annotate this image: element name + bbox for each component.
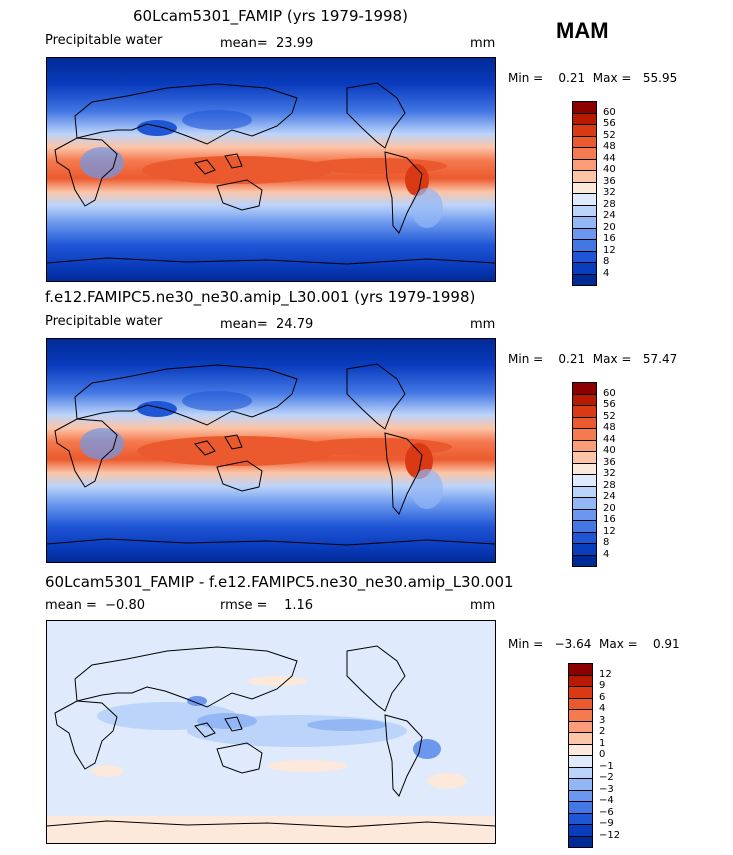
colorbar-label: 16 xyxy=(603,514,616,525)
colorbar-label: 28 xyxy=(603,479,616,491)
colorbar-label: 4 xyxy=(603,267,610,279)
colorbar-label: 0 xyxy=(599,749,606,760)
colorbar-label: 60 xyxy=(603,106,616,118)
panel-3-mean-label: mean = −0.80 xyxy=(45,598,145,613)
colorbar-label: 52 xyxy=(603,410,616,422)
panel-1-title: 60Lcam5301_FAMIP (yrs 1979-1998) xyxy=(133,7,408,25)
panel-2-map-svg xyxy=(47,339,495,562)
colorbar-label: 9 xyxy=(599,680,606,691)
colorbar-label: 8 xyxy=(603,256,610,267)
colorbar-label: 32 xyxy=(603,468,616,479)
colorbar-swatch xyxy=(572,273,597,286)
colorbar-label: 8 xyxy=(603,537,610,548)
colorbar-label: 3 xyxy=(599,714,606,726)
colorbar-label: −9 xyxy=(599,818,614,829)
colorbar-label: 4 xyxy=(599,703,606,714)
colorbar-label: 2 xyxy=(599,726,606,737)
colorbar-label: 16 xyxy=(603,233,616,244)
panel-3-rmse-label: rmse = 1.16 xyxy=(220,598,314,613)
colorbar-label: −12 xyxy=(599,829,621,841)
season-label: MAM xyxy=(556,18,609,43)
colorbar-label: 12 xyxy=(603,525,616,537)
colorbar-swatch xyxy=(568,835,593,848)
colorbar-label: −6 xyxy=(599,806,614,818)
panel-3-map xyxy=(46,620,496,844)
colorbar-label: 40 xyxy=(603,445,616,456)
colorbar-label: 48 xyxy=(603,422,616,433)
colorbar-label: −4 xyxy=(599,795,614,806)
panel-2-units-label: mm xyxy=(470,317,496,332)
colorbar-label: 40 xyxy=(603,164,616,175)
panel-1-map-svg xyxy=(47,58,495,281)
colorbar-label: 48 xyxy=(603,141,616,152)
colorbar-label: 60 xyxy=(603,387,616,399)
colorbar-label: 12 xyxy=(603,244,616,256)
panel-1-units-label: mm xyxy=(470,36,496,51)
panel-1-mean-label: mean= 23.99 xyxy=(220,36,314,51)
colorbar-label: 1 xyxy=(599,737,606,749)
panel-1-map xyxy=(46,57,496,282)
colorbar-label: 4 xyxy=(603,548,610,560)
colorbar-label: 24 xyxy=(603,491,616,502)
panel-2-field-label: Precipitable water xyxy=(45,314,163,329)
panel-3-title: 60Lcam5301_FAMIP - f.e12.FAMIPC5.ne30_ne… xyxy=(45,573,514,591)
colorbar-label: 32 xyxy=(603,187,616,198)
colorbar-label: 36 xyxy=(603,175,616,187)
colorbar-label: 56 xyxy=(603,399,616,410)
colorbar-label: 44 xyxy=(603,152,616,164)
colorbar-label: −3 xyxy=(599,783,614,795)
colorbar-label: 36 xyxy=(603,456,616,468)
panel-1-field-label: Precipitable water xyxy=(45,33,163,48)
panel-3-minmax: Min = −3.64 Max = 0.91 xyxy=(508,637,680,651)
colorbar-label: 24 xyxy=(603,210,616,221)
panel-3-map-svg xyxy=(47,621,495,843)
panel-1-minmax: Min = 0.21 Max = 55.95 xyxy=(508,71,678,85)
panel-2-map xyxy=(46,338,496,563)
panel-2-title: f.e12.FAMIPC5.ne30_ne30.amip_L30.001 (yr… xyxy=(45,288,476,306)
colorbar-label: 12 xyxy=(599,668,612,680)
colorbar-label: 20 xyxy=(603,221,616,233)
colorbar-label: 6 xyxy=(599,691,606,703)
panel-2-minmax: Min = 0.21 Max = 57.47 xyxy=(508,352,678,366)
panel-2-mean-label: mean= 24.79 xyxy=(220,317,314,332)
colorbar-label: 28 xyxy=(603,198,616,210)
colorbar-label: 20 xyxy=(603,502,616,514)
colorbar-label: 52 xyxy=(603,129,616,141)
colorbar-label: 44 xyxy=(603,433,616,445)
colorbar-label: −1 xyxy=(599,760,614,772)
colorbar-swatch xyxy=(572,554,597,567)
panel-3-units-label: mm xyxy=(470,598,496,613)
colorbar-label: 56 xyxy=(603,118,616,129)
colorbar-label: −2 xyxy=(599,772,614,783)
